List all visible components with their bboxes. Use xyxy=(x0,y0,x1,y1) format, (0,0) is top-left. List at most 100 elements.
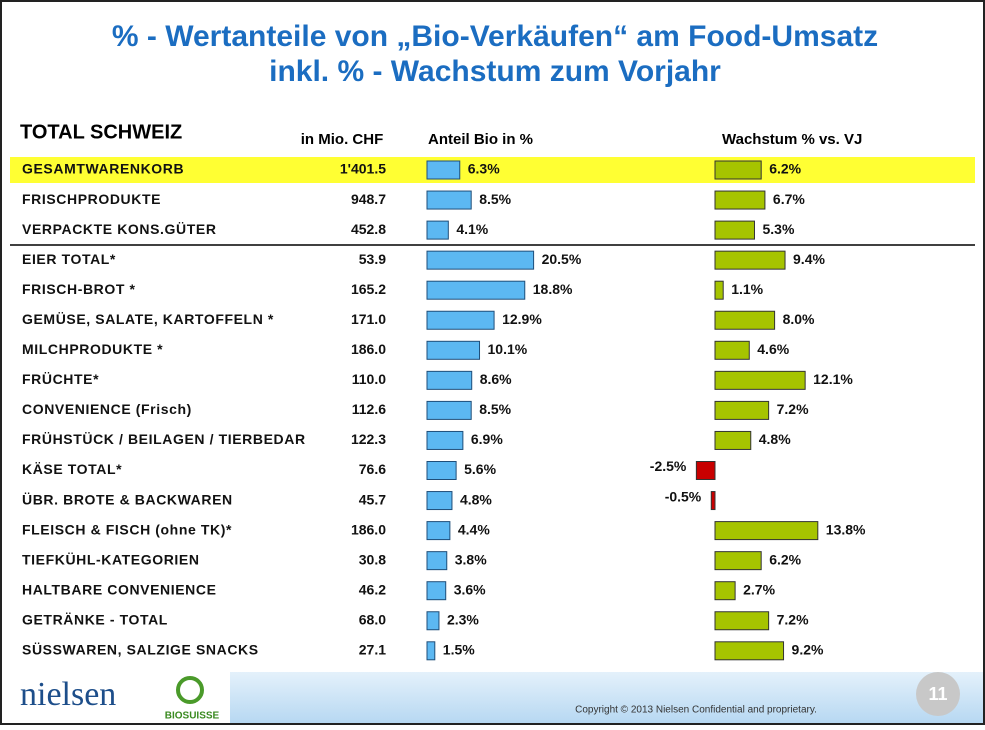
row-header: TOTAL SCHWEIZ xyxy=(20,121,182,143)
value-text: 171.0 xyxy=(351,311,386,327)
value-text: 948.7 xyxy=(351,191,386,207)
bar xyxy=(426,310,495,330)
value-text: 76.6 xyxy=(359,461,386,477)
value-text: 68.0 xyxy=(359,611,386,627)
value-text: 122.3 xyxy=(351,431,386,447)
bar xyxy=(426,400,472,420)
value-text: 53.9 xyxy=(359,251,386,267)
bar xyxy=(714,220,755,240)
value-label: 12.9% xyxy=(502,311,542,327)
value-label: 4.6% xyxy=(757,341,789,357)
value-label: 10.1% xyxy=(488,341,528,357)
category-label: FRÜHSTÜCK / BEILAGEN / TIERBEDAR xyxy=(22,431,306,447)
bar xyxy=(426,521,451,541)
value-label: 13.8% xyxy=(826,521,866,537)
bar xyxy=(714,430,752,450)
value-text: 30.8 xyxy=(359,551,386,567)
value-text: 27.1 xyxy=(359,642,386,658)
category-label: GEMÜSE, SALATE, KARTOFFELN * xyxy=(22,311,274,327)
value-label: 8.5% xyxy=(479,191,511,207)
value-label: 4.8% xyxy=(460,491,492,507)
value-text: 112.6 xyxy=(352,401,386,417)
bar xyxy=(714,641,785,661)
bar xyxy=(426,551,448,571)
column-header: Anteil Bio in % xyxy=(428,131,533,148)
bar xyxy=(714,400,770,420)
value-label: 6.2% xyxy=(769,551,801,567)
value-label: 4.8% xyxy=(759,431,791,447)
value-label: 2.3% xyxy=(447,611,479,627)
value-label: 12.1% xyxy=(813,371,853,387)
column-header: in Mio. CHF xyxy=(301,131,384,148)
category-label: GETRÄNKE - TOTAL xyxy=(22,611,168,627)
bar xyxy=(426,220,449,240)
bar xyxy=(714,250,786,270)
bar xyxy=(714,551,762,571)
value-text: 186.0 xyxy=(351,521,386,537)
bar xyxy=(426,370,473,390)
nielsen-logo: nielsen xyxy=(20,676,116,713)
value-label: 20.5% xyxy=(542,251,582,267)
value-label: 2.7% xyxy=(743,581,775,597)
bar xyxy=(426,611,440,631)
value-label: 6.7% xyxy=(773,191,805,207)
value-text: 45.7 xyxy=(359,491,386,507)
bar xyxy=(426,641,436,661)
bar xyxy=(426,280,526,300)
value-label: 6.2% xyxy=(769,161,801,177)
logo-area xyxy=(2,672,230,723)
category-label: FRÜCHTE* xyxy=(22,371,99,387)
value-text: 165.2 xyxy=(351,281,386,297)
value-label: -2.5% xyxy=(650,458,687,474)
value-label: 4.1% xyxy=(456,221,488,237)
category-label: KÄSE TOTAL* xyxy=(22,461,122,477)
biosuisse-icon xyxy=(176,676,204,704)
category-label: VERPACKTE KONS.GÜTER xyxy=(22,221,217,237)
subtitle: inkl. % - Wachstum zum Vorjahr xyxy=(269,55,721,88)
value-text: 186.0 xyxy=(351,341,386,357)
bar xyxy=(714,611,770,631)
value-text: 1'401.5 xyxy=(340,161,386,177)
value-label: 3.6% xyxy=(454,581,486,597)
copyright: Copyright © 2013 Nielsen Confidential an… xyxy=(575,705,817,716)
value-label: 7.2% xyxy=(777,401,809,417)
bar xyxy=(426,430,464,450)
category-label: FLEISCH & FISCH (ohne TK)* xyxy=(22,521,232,537)
value-label: 4.4% xyxy=(458,521,490,537)
bar xyxy=(426,581,447,601)
category-label: ÜBR. BROTE & BACKWAREN xyxy=(22,491,233,507)
value-label: 8.0% xyxy=(783,311,815,327)
column-header: Wachstum % vs. VJ xyxy=(722,131,862,148)
category-label: FRISCH-BROT * xyxy=(22,281,136,297)
biosuisse-logo: BIOSUISSE xyxy=(165,711,220,722)
value-label: 9.4% xyxy=(793,251,825,267)
title: % - Wertanteile von „Bio-Verkäufen“ am F… xyxy=(112,20,878,53)
bar xyxy=(714,521,819,541)
category-label: FRISCHPRODUKTE xyxy=(22,191,161,207)
value-text: 110.0 xyxy=(352,371,386,387)
bar xyxy=(714,160,762,180)
page-badge xyxy=(916,672,960,716)
value-label: -0.5% xyxy=(665,488,702,504)
bar xyxy=(426,190,472,210)
category-label: EIER TOTAL* xyxy=(22,251,116,267)
bar xyxy=(426,160,461,180)
bar xyxy=(426,340,481,360)
value-label: 1.1% xyxy=(731,281,763,297)
value-label: 8.6% xyxy=(480,371,512,387)
value-label: 1.5% xyxy=(443,642,475,658)
bar xyxy=(710,491,716,511)
category-label: HALTBARE CONVENIENCE xyxy=(22,581,217,597)
value-label: 8.5% xyxy=(479,401,511,417)
value-label: 6.3% xyxy=(468,161,500,177)
bar xyxy=(714,340,750,360)
bar xyxy=(714,190,766,210)
bar xyxy=(714,310,776,330)
bar xyxy=(695,461,716,480)
value-label: 9.2% xyxy=(792,642,824,658)
page-number: 11 xyxy=(928,684,947,704)
bar xyxy=(426,250,535,270)
value-label: 3.8% xyxy=(455,551,487,567)
value-label: 5.6% xyxy=(464,461,496,477)
